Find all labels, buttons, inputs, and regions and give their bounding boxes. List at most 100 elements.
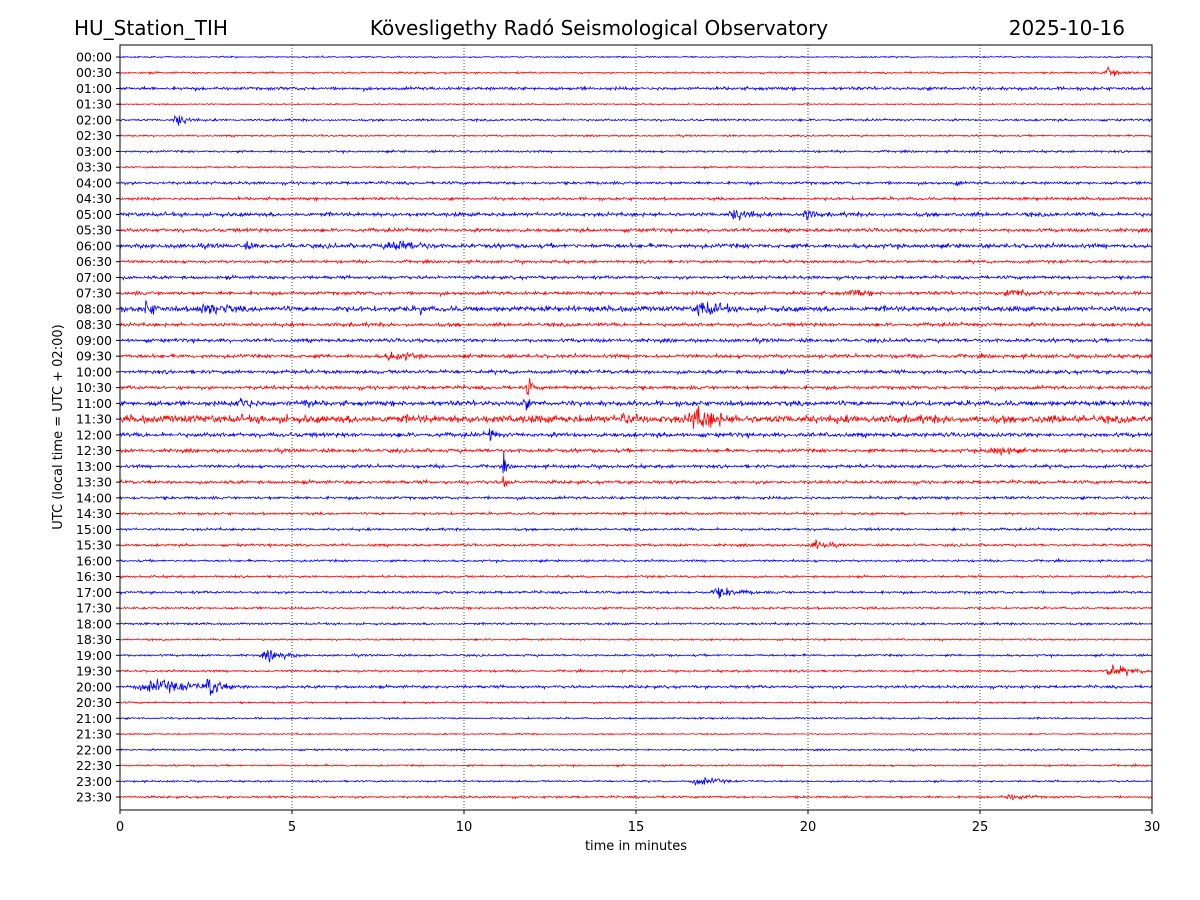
y-tick-label: 22:30 [76,758,112,773]
trace-row-0300 [119,149,1153,155]
y-tick-label: 19:30 [76,664,112,679]
y-tick-label: 05:30 [76,223,112,238]
y-tick-label: 16:00 [76,553,112,568]
y-tick-label: 14:30 [76,506,112,521]
y-tick-label: 22:00 [76,742,112,757]
y-tick-label: 19:00 [76,648,112,663]
y-tick-label: 03:00 [76,144,112,159]
trace-row-1400 [119,494,1152,502]
y-tick-label: 04:00 [76,175,112,190]
y-axis: 00:0000:3001:0001:3002:0002:3003:0003:30… [76,50,120,805]
y-tick-label: 11:30 [76,412,112,427]
trace-row-1430 [119,510,1153,517]
x-axis-label: time in minutes [585,839,687,854]
trace-row-1600 [119,557,1153,565]
y-tick-label: 03:30 [76,160,112,175]
y-tick-label: 01:00 [76,81,112,96]
y-tick-label: 00:30 [76,65,112,80]
trace-row-0800 [119,300,1153,316]
y-tick-label: 18:00 [76,616,112,631]
y-tick-label: 15:00 [76,522,112,537]
trace-row-2030 [120,700,1153,705]
y-tick-label: 16:30 [76,569,112,584]
y-tick-label: 12:30 [76,443,112,458]
trace-row-0730 [119,288,1153,298]
y-tick-label: 14:00 [76,490,112,505]
trace-row-2000 [119,678,1153,696]
trace-row-0330 [119,165,1153,170]
trace-row-1630 [119,574,1153,580]
y-tick-label: 08:30 [76,317,112,332]
y-tick-label: 11:00 [76,396,112,411]
trace-row-1730 [119,605,1153,611]
date-label: 2025-10-16 [1009,16,1125,40]
y-tick-label: 23:30 [76,790,112,805]
plot-frame [119,44,1153,811]
chart-title: Kövesligethy Radó Seismological Observat… [370,16,828,40]
y-tick-label: 05:00 [76,207,112,222]
trace-row-1200 [119,428,1153,442]
trace-row-0830 [119,320,1153,329]
y-tick-label: 20:00 [76,679,112,694]
x-tick-label: 30 [1144,820,1161,835]
trace-row-0700 [119,273,1153,282]
x-tick-label: 0 [116,820,124,835]
grid [291,45,981,810]
y-tick-label: 04:30 [76,191,112,206]
trace-row-2130 [119,732,1153,736]
trace-row-0430 [119,195,1153,203]
trace-row-2200 [119,747,1153,753]
trace-row-1500 [119,526,1153,533]
y-tick-label: 08:00 [76,301,112,316]
y-tick-label: 07:30 [76,286,112,301]
trace-row-2330 [119,793,1153,801]
y-tick-label: 01:30 [76,97,112,112]
trace-row-0230 [119,133,1153,139]
x-tick-label: 5 [288,820,296,835]
trace-row-1300 [119,451,1153,474]
trace-row-1130 [119,405,1153,430]
trace-row-0000 [120,55,1153,59]
trace-row-0030 [119,65,1153,77]
x-tick-label: 15 [628,820,645,835]
x-tick-label: 25 [972,820,989,835]
trace-row-1530 [119,538,1153,550]
trace-row-0930 [119,351,1153,362]
x-tick-label: 10 [456,820,473,835]
y-axis-label: UTC (local time = UTC + 02:00) [51,324,66,529]
trace-row-2100 [119,716,1152,721]
trace-row-0630 [119,258,1153,266]
y-tick-label: 17:30 [76,601,112,616]
y-tick-label: 21:30 [76,727,112,742]
trace-row-1000 [119,367,1153,376]
trace-row-1930 [119,664,1153,677]
y-tick-label: 15:30 [76,538,112,553]
trace-row-0100 [119,85,1153,93]
trace-row-0530 [119,226,1153,234]
trace-row-1100 [119,397,1153,411]
trace-row-2300 [119,777,1153,786]
y-tick-label: 02:30 [76,128,112,143]
y-tick-label: 07:00 [76,270,112,285]
traces [119,55,1153,801]
y-tick-label: 13:30 [76,475,112,490]
y-tick-label: 00:00 [76,50,112,65]
y-tick-label: 20:30 [76,695,112,710]
x-tick-label: 20 [800,820,817,835]
x-axis: 0 5 10 15 20 25 30 [116,810,1160,835]
y-tick-label: 09:00 [76,333,112,348]
trace-row-1900 [119,649,1153,663]
trace-row-1830 [119,637,1153,642]
trace-row-0200 [119,114,1153,127]
y-tick-label: 10:30 [76,380,112,395]
y-tick-label: 10:00 [76,364,112,379]
trace-row-1800 [119,621,1153,627]
y-tick-label: 17:00 [76,585,112,600]
y-tick-label: 06:00 [76,238,112,253]
trace-row-0400 [119,179,1153,187]
trace-row-0500 [119,209,1153,221]
y-tick-label: 13:00 [76,459,112,474]
station-label: HU_Station_TIH [74,16,228,40]
trace-row-1230 [119,446,1153,456]
